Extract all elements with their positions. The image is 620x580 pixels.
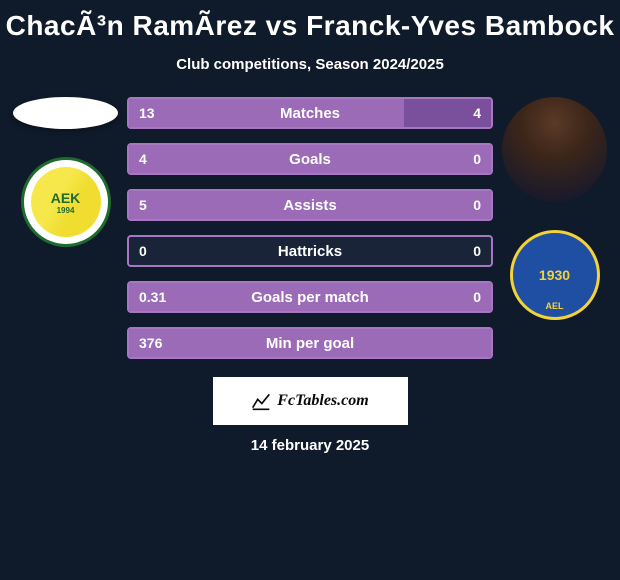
stat-label: Assists (283, 197, 336, 214)
subtitle: Club competitions, Season 2024/2025 (0, 56, 620, 73)
comparison-card: ChacÃ³n RamÃ­rez vs Franck-Yves Bambock … (0, 0, 620, 580)
date-label: 14 february 2025 (251, 437, 369, 454)
stat-bar: Hattricks 0 0 (127, 235, 493, 267)
content-row: AEK 1994 Matches134Goals40Assists50Hattr… (0, 97, 620, 359)
right-player-column: 1930 AEL (497, 97, 612, 320)
player-photo-right (502, 97, 607, 202)
stat-label: Matches (280, 105, 340, 122)
footer: FcTables.com 14 february 2025 (0, 377, 620, 454)
club-logo-left: AEK 1994 (21, 157, 111, 247)
club-logo-left-year: 1994 (57, 206, 75, 215)
club-logo-left-inner: AEK 1994 (31, 167, 101, 237)
stat-value-left: 13 (139, 105, 155, 121)
stat-bar: Min per goal 376 (127, 327, 493, 359)
player-photo-left (13, 97, 118, 129)
fctables-badge: FcTables.com (213, 377, 408, 425)
stat-label: Min per goal (266, 335, 354, 352)
stat-value-right: 4 (473, 105, 481, 121)
stat-value-left: 5 (139, 197, 147, 213)
stat-bar: Assists 5 0 (127, 189, 493, 221)
page-title: ChacÃ³n RamÃ­rez vs Franck-Yves Bambock (0, 0, 620, 42)
stat-value-left: 0 (139, 243, 147, 259)
stat-value-right: 0 (473, 151, 481, 167)
club-logo-right: 1930 AEL (510, 230, 600, 320)
stat-value-left: 4 (139, 151, 147, 167)
stat-label: Goals per match (251, 289, 369, 306)
stat-fill-left (129, 99, 404, 127)
club-logo-right-name: AEL (513, 233, 597, 317)
chart-icon (251, 391, 271, 411)
stat-label: Hattricks (278, 243, 342, 260)
stats-column: Matches134Goals40Assists50Hattricks00Goa… (123, 97, 497, 359)
stat-value-left: 0.31 (139, 289, 166, 305)
stat-value-left: 376 (139, 335, 162, 351)
stat-value-right: 0 (473, 243, 481, 259)
club-logo-left-name: AEK (51, 190, 81, 206)
fctables-label: FcTables.com (277, 392, 368, 410)
stat-value-right: 0 (473, 197, 481, 213)
left-player-column: AEK 1994 (8, 97, 123, 247)
stat-label: Goals (289, 151, 331, 168)
stat-bar: Goals 4 0 (127, 143, 493, 175)
stat-value-right: 0 (473, 289, 481, 305)
stat-bar: Goals per match 0.31 0 (127, 281, 493, 313)
stat-bar: Matches 13 4 (127, 97, 493, 129)
